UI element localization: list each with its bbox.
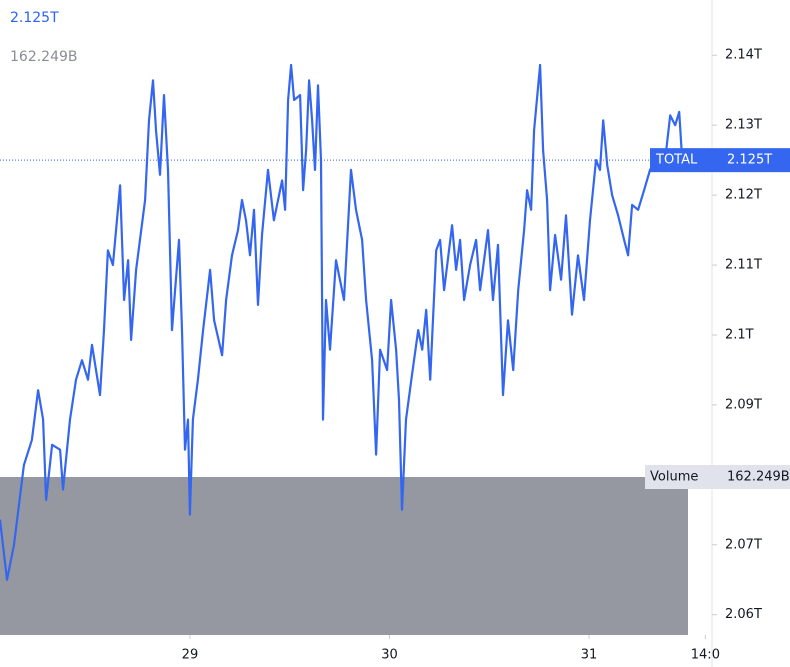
y-tick-label: 2.12T <box>725 188 762 203</box>
price-line <box>0 63 687 581</box>
x-tick-label: 30 <box>381 648 398 663</box>
volume-badge <box>645 465 790 489</box>
x-tick-label: 14:0 <box>691 648 720 663</box>
y-tick-label: 2.11T <box>725 258 762 273</box>
y-tick-label: 2.09T <box>725 397 762 412</box>
y-tick-label: 2.07T <box>725 537 762 552</box>
header-volume: 162.249B <box>10 49 78 65</box>
header-value: 2.125T <box>10 10 59 26</box>
y-tick-label: 2.13T <box>725 118 762 133</box>
y-tick-label: 2.06T <box>725 607 762 622</box>
volume-name: Volume <box>650 470 698 485</box>
x-tick-label: 29 <box>182 648 199 663</box>
series-name: TOTAL <box>655 153 698 168</box>
volume-bar <box>0 477 688 635</box>
plot-area <box>0 63 712 635</box>
y-tick-label: 2.14T <box>725 48 762 63</box>
x-tick-label: 31 <box>581 648 598 663</box>
y-tick-label: 2.1T <box>725 327 754 342</box>
current-value-label: 2.125T <box>727 153 772 168</box>
series-badge <box>650 148 790 173</box>
volume-label: 162.249B <box>727 470 790 485</box>
